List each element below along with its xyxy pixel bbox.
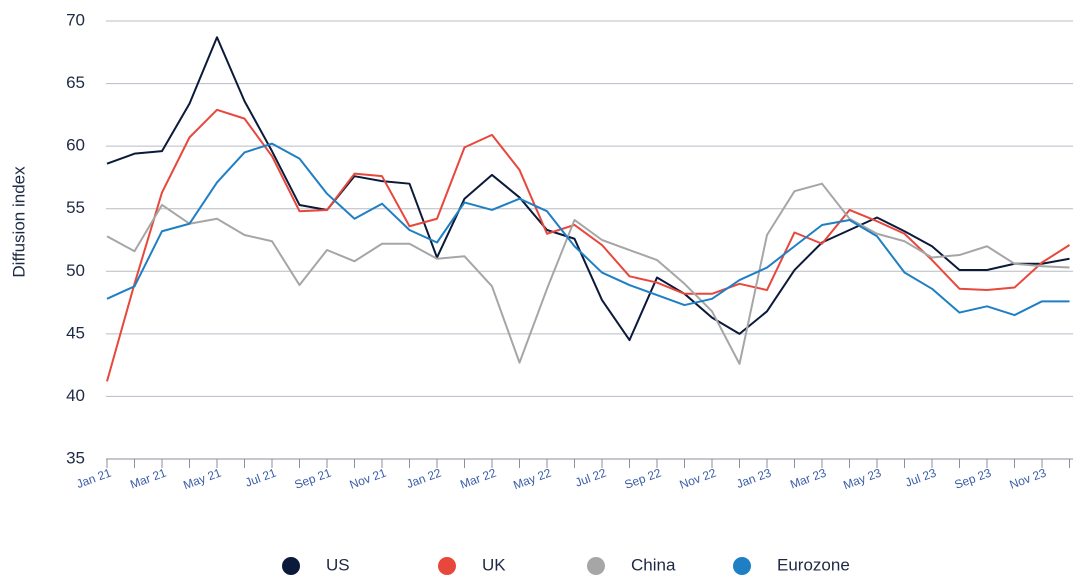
y-axis-label: Diffusion index [9, 166, 28, 278]
x-tick-label: Mar 23 [788, 466, 828, 492]
x-tick-label: Jan 21 [74, 466, 113, 492]
y-tick-label: 35 [66, 448, 85, 467]
y-tick-label: 50 [66, 261, 85, 280]
x-tick-label: Sep 22 [623, 466, 664, 492]
x-tick-label: Jan 22 [404, 466, 443, 492]
x-tick-label: Mar 22 [458, 466, 498, 492]
legend-marker [438, 557, 456, 575]
legend-marker [587, 557, 605, 575]
y-tick-label: 40 [66, 386, 85, 405]
y-tick-label: 45 [66, 323, 85, 342]
x-tick-label: Nov 23 [1008, 466, 1049, 492]
series-line [106, 142, 1070, 317]
x-tick-label: Jul 21 [243, 466, 278, 490]
x-tick-label: Mar 21 [128, 466, 168, 492]
x-tick-label: Sep 23 [953, 466, 994, 492]
series-line [106, 36, 1070, 342]
legend-label: Eurozone [777, 555, 850, 574]
x-tick-label: Nov 22 [678, 466, 719, 492]
legend-label: UK [482, 555, 506, 574]
x-tick-label: May 21 [181, 466, 223, 493]
legend-marker [733, 557, 751, 575]
y-tick-label: 65 [66, 73, 85, 92]
x-tick-label: May 22 [511, 466, 553, 493]
x-tick-label: Sep 21 [293, 466, 334, 492]
x-tick-label: Jul 22 [573, 466, 608, 490]
x-tick-label: Jan 23 [734, 466, 773, 492]
legend-marker [282, 557, 300, 575]
y-tick-label: 70 [66, 10, 85, 29]
y-tick-label: 55 [66, 198, 85, 217]
legend-label: China [631, 555, 676, 574]
x-tick-label: May 23 [841, 466, 883, 493]
y-tick-label: 60 [66, 136, 85, 155]
series-line [106, 182, 1070, 365]
x-tick-label: Jul 23 [903, 466, 938, 490]
x-tick-label: Nov 21 [348, 466, 389, 492]
series-line [106, 108, 1071, 382]
legend-label: US [326, 555, 350, 574]
